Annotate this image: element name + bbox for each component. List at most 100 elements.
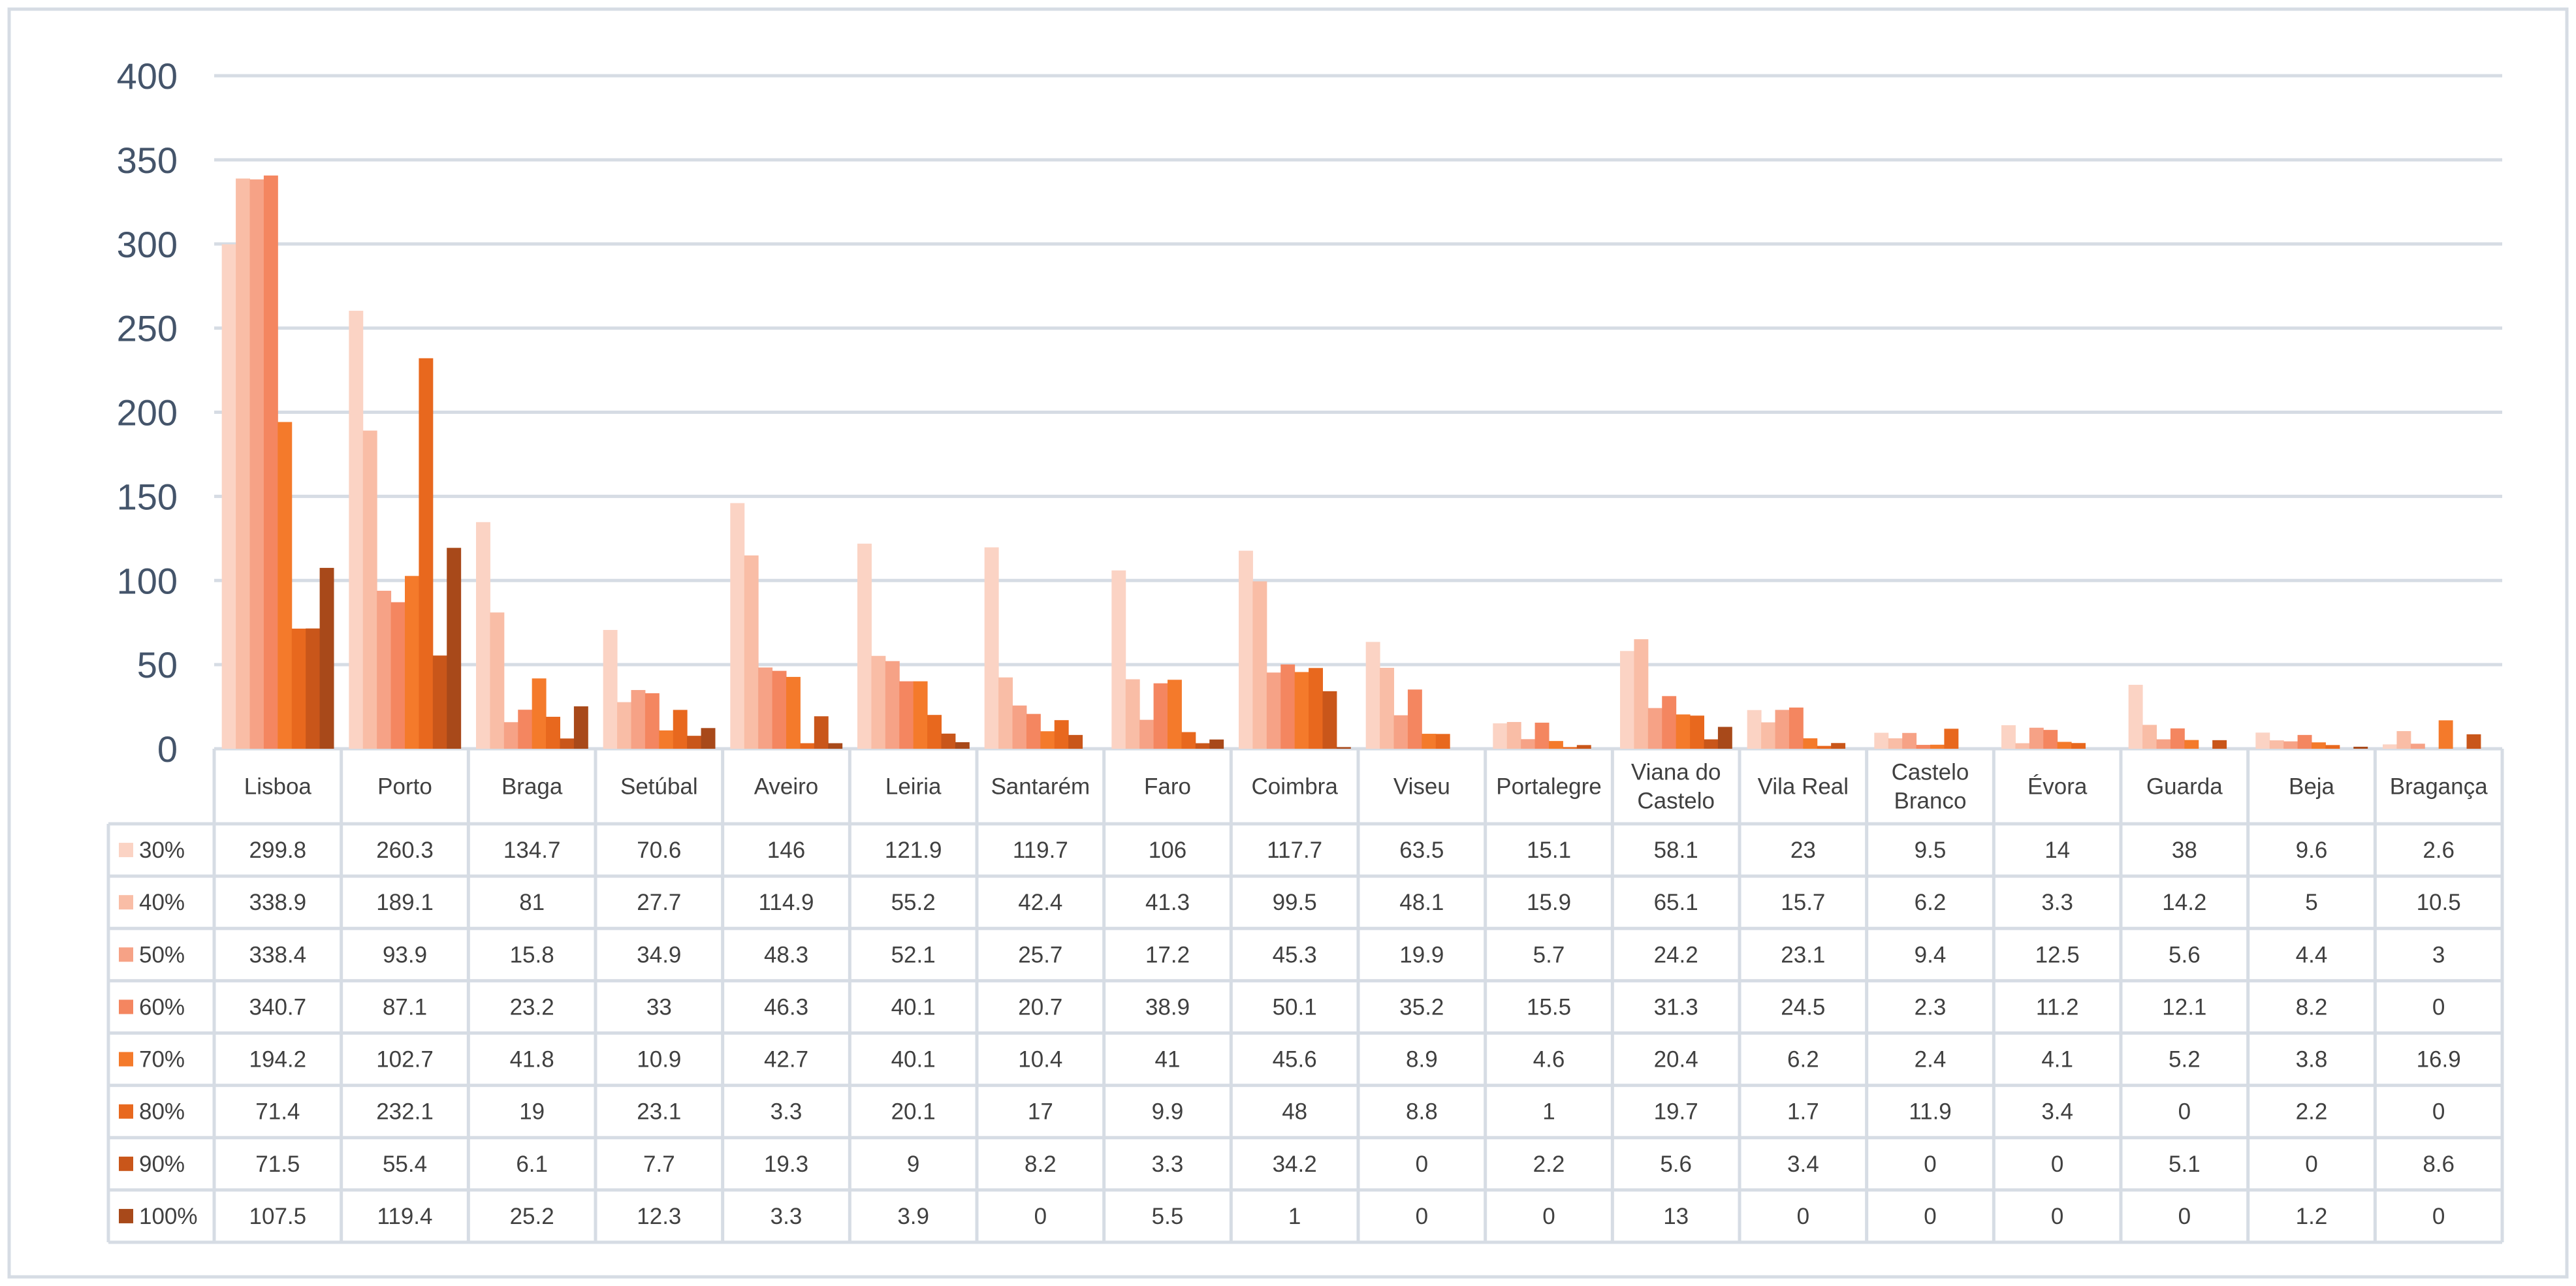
bar [432,655,447,749]
bar [1534,723,1550,749]
table-cell-value: 42.7 [764,1047,808,1073]
bar [1747,710,1762,749]
bar [1294,672,1309,749]
bar [1239,550,1253,749]
table-cell-value: 0 [1416,1204,1428,1229]
table-cell-value: 41 [1155,1047,1181,1073]
bars [221,175,2481,749]
series-name: 100% [139,1204,198,1229]
table-cell-value: 0 [2178,1204,2191,1229]
bar [617,702,632,749]
bar [1549,741,1563,749]
table-cell-value: 5.5 [1152,1204,1184,1229]
table-cell-value: 27.7 [637,890,681,915]
bar [871,655,886,749]
bar [2312,742,2326,749]
bar [1139,719,1154,749]
bar [476,522,490,749]
bar [730,503,745,749]
table-cell-value: 35.2 [1399,994,1444,1020]
table-cell-value: 45.6 [1273,1047,1317,1073]
table-cell-value: 63.5 [1399,838,1444,863]
category-label: Bragança [2390,774,2488,800]
table-cell-value: 2.2 [2296,1099,2328,1125]
bar [1012,705,1027,749]
table-cell-value: 5 [2305,890,2317,915]
table-cell-value: 19.9 [1399,942,1444,967]
bar [828,743,843,749]
table-cell-value: 11.9 [1909,1099,1952,1125]
table-cell-value: 2.3 [1915,994,1947,1020]
category-label: Aveiro [754,774,819,800]
bar [532,678,547,749]
table-cell-value: 299.8 [249,838,307,863]
bar [2297,734,2312,749]
category-label: Beja [2289,774,2335,800]
table-cell-value: 3.8 [2296,1047,2328,1073]
table-cell-value: 338.4 [249,942,307,967]
table-cell-value: 0 [1924,1204,1936,1229]
table-cell-value: 3.9 [897,1204,929,1229]
bar [377,590,392,749]
bar [1676,714,1691,749]
bar [1506,722,1521,749]
table-cell-value: 11.2 [2036,994,2079,1020]
bar [955,742,970,749]
table-cell-value: 12.5 [2035,942,2080,967]
bar [1704,739,1719,749]
table-cell-value: 338.9 [249,890,307,915]
bar [447,548,462,749]
bar [814,716,829,749]
table-cell-value: 0 [1924,1152,1936,1177]
table-cell-value: 87.1 [383,994,427,1020]
legend-swatch [119,1104,133,1119]
legend-swatch [119,843,133,858]
table-cell-value: 1.7 [1787,1099,1819,1125]
table-cell-value: 0 [2432,1204,2445,1229]
y-tick-label: 200 [117,392,178,433]
bar [546,717,560,749]
table-cell-value: 71.4 [255,1099,300,1125]
table-cell-value: 2.2 [1533,1152,1565,1177]
series-name: 40% [139,890,185,915]
category-label: Porto [377,774,432,800]
bar [1040,731,1055,749]
bar [1930,744,1945,749]
legend-swatch [119,895,133,910]
bar [1195,743,1210,749]
series-name: 30% [139,838,185,863]
bar [405,576,419,749]
bar [1803,738,1818,749]
bar [687,736,702,749]
bar [2029,727,2044,749]
table-cell-value: 41.8 [510,1047,554,1073]
bar [1422,734,1437,749]
bar [2170,728,2185,749]
bar [1902,732,1917,749]
bar [1322,691,1337,749]
table-cell-value: 45.3 [1273,942,1317,967]
legend-swatch [119,1156,133,1171]
y-tick-label: 150 [117,476,178,517]
table-cell-value: 6.2 [1787,1047,1819,1073]
bar [800,743,815,749]
bar [631,690,646,749]
table-cell-value: 15.7 [1781,890,1825,915]
bar [1365,642,1380,749]
category-label: Setúbal [620,774,698,800]
table-cell-value: 146 [767,838,805,863]
category-label: Viseu [1393,774,1450,800]
bar [1435,734,1450,749]
bar [913,681,928,749]
category-label: Guarda [2146,774,2223,800]
table-cell-value: 5.6 [1660,1152,1692,1177]
table-cell-value: 25.2 [510,1204,554,1229]
bar [1280,664,1296,749]
table-cell-value: 19.7 [1654,1099,1698,1125]
bar [1690,715,1704,749]
table-cell-value: 5.7 [1533,942,1565,967]
bar [278,422,293,749]
bar [2269,740,2284,749]
bar [1068,734,1083,749]
table-cell-value: 114.9 [759,890,814,915]
